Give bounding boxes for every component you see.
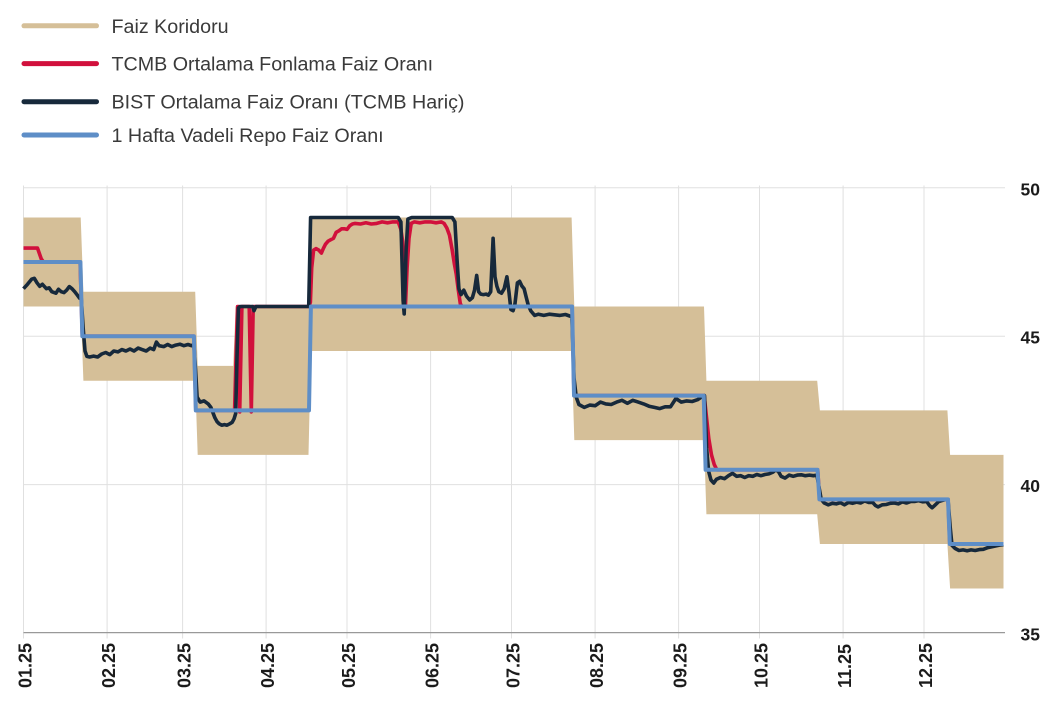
svg-text:05.25: 05.25 xyxy=(339,643,359,688)
svg-text:12.25: 12.25 xyxy=(916,643,936,688)
svg-text:08.25: 08.25 xyxy=(587,643,607,688)
svg-text:45: 45 xyxy=(1021,328,1041,348)
svg-text:02.25: 02.25 xyxy=(99,643,119,688)
svg-text:BIST Ortalama Faiz Oranı (TCMB: BIST Ortalama Faiz Oranı (TCMB Hariç) xyxy=(112,92,465,114)
svg-text:Faiz Koridoru: Faiz Koridoru xyxy=(112,16,229,38)
svg-text:03.25: 03.25 xyxy=(175,643,195,688)
svg-text:50: 50 xyxy=(1021,179,1041,199)
svg-text:09.25: 09.25 xyxy=(671,643,691,688)
svg-text:35: 35 xyxy=(1021,625,1041,645)
svg-text:11.25: 11.25 xyxy=(835,644,855,688)
svg-text:07.25: 07.25 xyxy=(504,643,524,688)
svg-text:40: 40 xyxy=(1021,476,1041,496)
svg-text:01.25: 01.25 xyxy=(16,643,36,688)
svg-text:06.25: 06.25 xyxy=(423,643,443,688)
svg-text:TCMB Ortalama Fonlama Faiz Ora: TCMB Ortalama Fonlama Faiz Oranı xyxy=(112,54,434,76)
svg-text:04.25: 04.25 xyxy=(258,643,278,688)
svg-text:10.25: 10.25 xyxy=(752,643,772,688)
svg-text:1 Hafta Vadeli Repo Faiz Oranı: 1 Hafta Vadeli Repo Faiz Oranı xyxy=(112,125,384,147)
